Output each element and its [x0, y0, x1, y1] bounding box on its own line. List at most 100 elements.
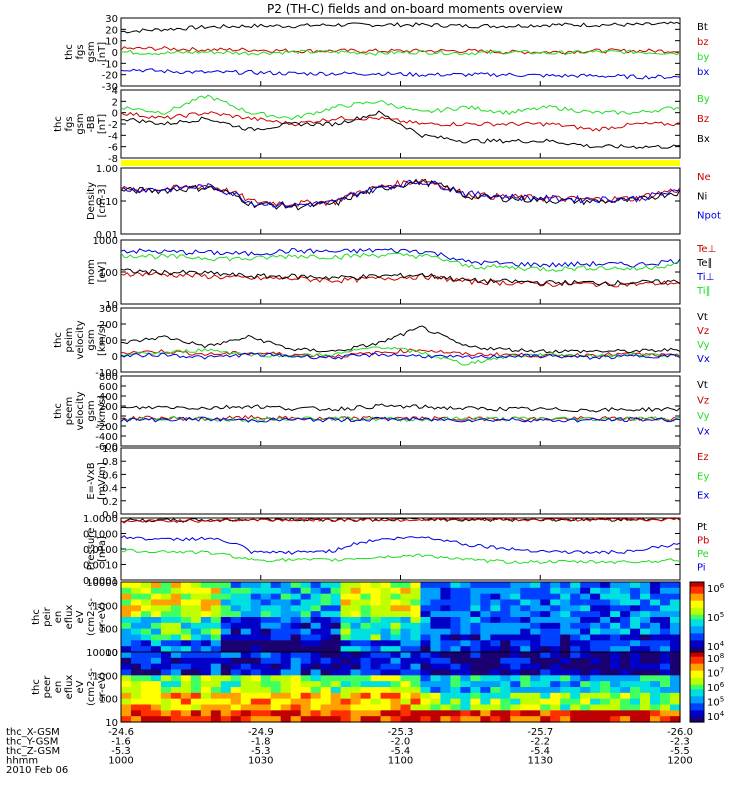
colorbar-segment — [690, 610, 704, 613]
heatmap-cell — [460, 716, 471, 723]
heatmap-cell — [510, 663, 521, 671]
heatmap-cell — [330, 582, 342, 589]
heatmap-cell — [550, 704, 561, 711]
heatmap-cell — [330, 663, 342, 671]
heatmap-cell — [300, 640, 312, 647]
heatmap-cell — [550, 605, 561, 612]
heatmap-cell — [600, 698, 611, 706]
heatmap-cell — [640, 582, 651, 589]
heatmap-cell — [290, 640, 302, 647]
heatmap-cell — [400, 692, 412, 700]
heatmap-cell — [350, 669, 362, 676]
y-axis-label-line: sr-eV) — [97, 672, 108, 701]
heatmap-cell — [500, 582, 511, 589]
heatmap-cell — [470, 663, 481, 671]
heatmap-cell — [500, 593, 511, 601]
y-tick-label: 0 — [112, 412, 118, 423]
heatmap-cell — [530, 681, 541, 688]
heatmap-cell — [220, 622, 232, 630]
colorbar-segment — [690, 607, 704, 611]
heatmap-cell — [580, 617, 591, 624]
heatmap-cell — [660, 611, 671, 618]
heatmap-cell — [580, 698, 591, 706]
heatmap-cell — [190, 692, 202, 700]
series-line — [120, 517, 681, 523]
heatmap-cell — [610, 593, 621, 601]
heatmap-cell — [670, 669, 681, 676]
heatmap-cell — [640, 687, 651, 694]
heatmap-cell — [640, 692, 651, 700]
heatmap-cell — [260, 599, 272, 606]
heatmap-cell — [600, 663, 611, 671]
y-tick-label: 0.01 — [96, 230, 118, 241]
legend-entry: Ni — [697, 191, 707, 202]
heatmap-cell — [610, 692, 621, 700]
heatmap-cell — [560, 622, 571, 630]
panel-frame — [120, 651, 681, 723]
heatmap-cell — [460, 681, 471, 688]
heatmap-cell — [320, 652, 332, 659]
heatmap-cell — [550, 593, 561, 601]
heatmap-cell — [570, 710, 581, 717]
heatmap-cell — [630, 593, 641, 601]
heatmap-cell — [580, 710, 591, 717]
heatmap-cell — [390, 652, 402, 659]
heatmap-cell — [420, 675, 432, 682]
heatmap-cell — [560, 681, 571, 688]
heatmap-cell — [320, 593, 332, 601]
heatmap-cell — [580, 704, 591, 711]
heatmap-cell — [220, 698, 232, 706]
heatmap-cell — [500, 716, 511, 723]
x-axis-row-label: thc_Z-GSM — [6, 746, 60, 757]
heatmap-cell — [190, 698, 202, 706]
heatmap-cell — [440, 646, 452, 653]
series-line — [120, 517, 681, 524]
y-axis-label-line: thc — [31, 679, 42, 695]
heatmap-cell — [480, 687, 491, 694]
heatmap-cell — [510, 698, 521, 706]
heatmap-cell — [270, 582, 282, 589]
colorbar-segment — [690, 605, 704, 609]
heatmap-cell — [450, 593, 461, 601]
x-axis-value: -5.3 — [251, 746, 271, 757]
heatmap-cell — [650, 704, 661, 711]
heatmap-cell — [470, 704, 481, 711]
heatmap-cell — [490, 652, 501, 659]
heatmap-cell — [580, 646, 591, 653]
heatmap-cell — [410, 587, 422, 595]
heatmap-cell — [410, 716, 422, 723]
colorbar-segment — [690, 638, 704, 641]
heatmap-cell — [230, 622, 242, 630]
heatmap-cell — [160, 692, 172, 700]
heatmap-cell — [660, 675, 671, 682]
heatmap-cell — [130, 599, 142, 606]
heatmap-cell — [210, 599, 222, 606]
legend-entry: Vx — [697, 354, 710, 365]
heatmap-cell — [130, 640, 142, 647]
heatmap-cell — [490, 628, 501, 636]
heatmap-cell — [470, 587, 481, 595]
heatmap-cell — [450, 646, 461, 653]
heatmap-cell — [670, 698, 681, 706]
heatmap-cell — [340, 634, 352, 641]
heatmap-cell — [460, 640, 471, 647]
heatmap-cell — [160, 687, 172, 694]
heatmap-cell — [410, 687, 422, 694]
heatmap-cell — [480, 582, 491, 589]
heatmap-cell — [480, 698, 491, 706]
heatmap-cell — [350, 628, 362, 636]
heatmap-cell — [530, 582, 541, 589]
heatmap-cell — [520, 628, 531, 636]
heatmap-cell — [430, 692, 442, 700]
heatmap-cell — [570, 646, 581, 653]
heatmap-cell — [310, 692, 322, 700]
heatmap-cell — [440, 716, 452, 723]
heatmap-cell — [360, 640, 372, 647]
heatmap-cell — [610, 599, 621, 606]
heatmap-cell — [280, 669, 292, 676]
colorbar-segment — [690, 619, 704, 623]
heatmap-cell — [290, 657, 302, 665]
heatmap-cell — [190, 687, 202, 694]
